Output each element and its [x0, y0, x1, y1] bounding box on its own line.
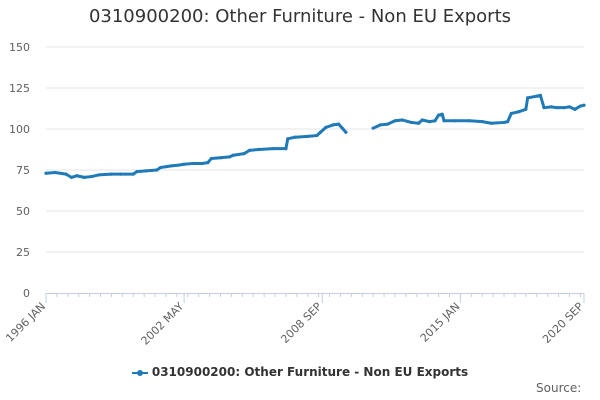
data-point — [582, 103, 586, 107]
data-point — [417, 121, 421, 125]
x-tick-label-1: 2002 MAY — [139, 300, 187, 348]
source-label: Source: — [536, 381, 582, 395]
data-point — [97, 173, 101, 177]
label-layer: 0 25 50 75 100 125 150 1996 JAN 2002 MAY 2008 SEP… — [3, 41, 586, 348]
data-point — [82, 175, 86, 179]
data-point — [209, 156, 213, 161]
legend-swatch-icon — [131, 367, 148, 379]
data-point — [378, 123, 383, 127]
data-point — [506, 120, 510, 124]
data-point — [135, 170, 139, 174]
data-point — [555, 106, 559, 110]
data-point — [344, 130, 348, 134]
data-point — [331, 123, 335, 127]
data-point — [306, 134, 310, 138]
y-tick-label-125: 125 — [9, 82, 30, 95]
data-point — [118, 172, 123, 176]
data-point — [467, 119, 472, 123]
data-point — [538, 93, 542, 97]
data-point — [420, 118, 424, 122]
y-tick-label-150: 150 — [9, 41, 30, 54]
data-point — [542, 106, 546, 110]
data-point — [177, 163, 181, 167]
data-point — [169, 164, 174, 168]
data-point — [247, 148, 252, 152]
data-point — [182, 162, 186, 166]
data-point — [231, 153, 235, 157]
data-point — [440, 112, 444, 116]
data-point — [436, 113, 441, 117]
data-point — [286, 137, 290, 141]
data-point — [75, 174, 79, 178]
data-point — [337, 122, 341, 126]
data-point — [567, 105, 572, 109]
data-point — [480, 120, 484, 124]
data-point — [69, 175, 74, 179]
chart-title: 0310900200: Other Furniture - Non EU Exp… — [88, 6, 512, 27]
data-point — [453, 119, 457, 123]
data-point — [53, 170, 57, 175]
data-point — [526, 96, 530, 100]
data-point — [158, 165, 163, 170]
data-point — [64, 172, 68, 176]
data-point — [191, 161, 195, 166]
data-point — [340, 126, 344, 130]
data-point — [293, 135, 297, 139]
x-tick-label-3: 2015 JAN — [418, 300, 463, 345]
data-point — [144, 169, 148, 173]
y-tick-label-50: 50 — [16, 205, 30, 218]
data-point — [44, 171, 48, 175]
x-tick-label-4: 2020 SEP — [540, 300, 586, 346]
y-tick-label-25: 25 — [16, 246, 30, 259]
data-point — [218, 156, 223, 160]
data-point — [562, 106, 566, 110]
series-layer — [44, 93, 586, 179]
y-tick-label-0: 0 — [23, 287, 30, 300]
legend[interactable]: 0310900200: Other Furniture - Non EU Exp… — [0, 365, 600, 379]
legend-label: 0310900200: Other Furniture - Non EU Exp… — [151, 365, 469, 379]
data-point — [155, 168, 159, 172]
data-point — [386, 122, 390, 126]
data-point — [131, 172, 135, 176]
grid-layer — [46, 46, 584, 253]
data-point — [524, 107, 528, 111]
data-point — [242, 152, 246, 156]
data-point — [315, 133, 319, 138]
data-point — [489, 121, 493, 125]
data-point — [318, 130, 323, 134]
data-point — [284, 147, 288, 151]
x-tick-label-2: 2008 SEP — [278, 300, 324, 346]
series-line-segment-0-1 — [371, 93, 586, 130]
data-point — [227, 155, 232, 159]
data-point — [502, 120, 506, 125]
data-point — [109, 172, 114, 176]
data-point — [509, 111, 513, 116]
series-line-segment-0-0 — [44, 122, 348, 179]
data-point — [535, 94, 539, 98]
data-point — [271, 147, 275, 151]
x-tick-label-0: 1996 JAN — [3, 300, 48, 345]
data-point — [371, 126, 375, 130]
data-point — [549, 105, 553, 109]
data-point — [324, 125, 328, 129]
y-tick-label-100: 100 — [9, 123, 30, 136]
data-point — [393, 119, 397, 123]
data-point — [573, 107, 577, 111]
y-tick-label-75: 75 — [16, 164, 30, 177]
data-point — [409, 120, 413, 125]
data-point — [433, 119, 437, 123]
data-point — [516, 110, 521, 114]
data-point — [206, 161, 210, 165]
data-point — [442, 119, 446, 123]
data-point — [200, 161, 204, 166]
data-point — [427, 120, 432, 124]
data-point — [400, 118, 404, 122]
data-point — [578, 104, 582, 108]
axis-layer — [45, 293, 585, 303]
data-point — [257, 147, 261, 152]
data-point — [89, 174, 94, 179]
